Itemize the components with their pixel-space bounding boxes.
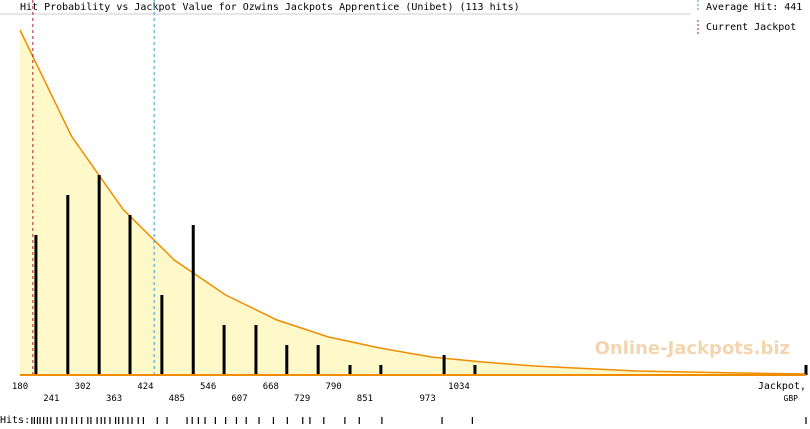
- x-tick-label: 546: [200, 382, 216, 392]
- bar: [285, 345, 289, 375]
- bar: [191, 225, 195, 375]
- x-tick-label: 851: [357, 394, 373, 404]
- x-tick-label: 790: [325, 382, 341, 392]
- x-tick-label: 302: [75, 382, 91, 392]
- x-tick-label: 241: [43, 394, 59, 404]
- bar: [379, 365, 383, 375]
- x-tick-label: 180: [12, 382, 28, 392]
- bar: [254, 325, 258, 375]
- chart-title: Hit Probability vs Jackpot Value for Ozw…: [20, 2, 520, 13]
- bar: [160, 295, 164, 375]
- legend-average: Average Hit: 441: [706, 2, 802, 13]
- x-tick-label: 424: [137, 382, 153, 392]
- bar: [348, 365, 352, 375]
- bar: [97, 175, 101, 375]
- bar: [316, 345, 320, 375]
- x-tick-label: 607: [231, 394, 247, 404]
- rug-label: Hits:: [0, 415, 30, 425]
- bar: [128, 215, 132, 375]
- curve-area: [20, 30, 806, 375]
- bar: [473, 365, 477, 375]
- x-tick-label: 729: [294, 394, 310, 404]
- x-tick-label: 363: [106, 394, 122, 404]
- x-axis-label: GBP: [784, 394, 799, 403]
- bar: [442, 355, 446, 375]
- bar: [34, 235, 38, 375]
- bar: [66, 195, 70, 375]
- bar: [804, 365, 808, 375]
- x-tick-label: 1034: [448, 382, 470, 392]
- bar: [222, 325, 226, 375]
- watermark: Online-Jackpots.biz: [595, 338, 790, 359]
- x-tick-label: 668: [263, 382, 279, 392]
- x-axis-label: Jackpot,: [758, 381, 806, 392]
- x-tick-label: 973: [420, 394, 436, 404]
- legend-current: Current Jackpot: [706, 22, 796, 33]
- x-tick-label: 485: [169, 394, 185, 404]
